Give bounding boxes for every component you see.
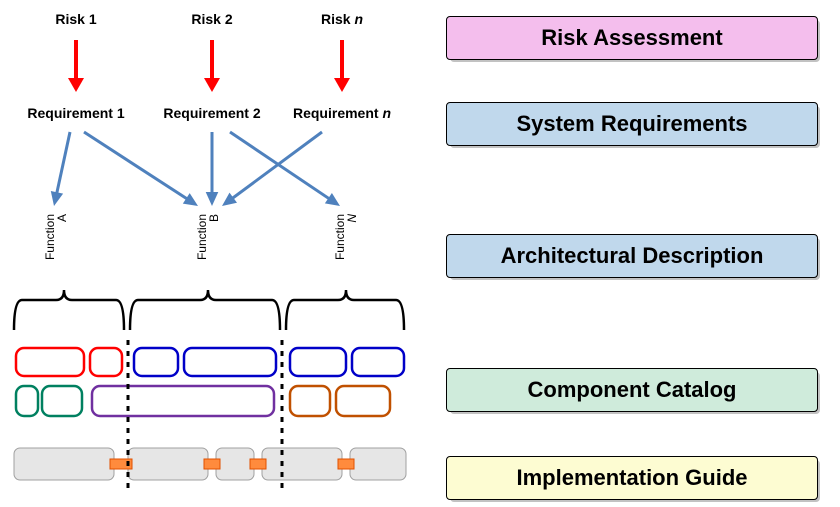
blue-arrow bbox=[230, 132, 333, 201]
guide-segment bbox=[350, 448, 406, 480]
diagram-label: Requirement 2 bbox=[163, 105, 260, 121]
guide-connector bbox=[338, 459, 354, 469]
component-box bbox=[290, 348, 346, 376]
red-arrow-head bbox=[204, 78, 220, 92]
blue-arrow-head bbox=[51, 191, 63, 206]
component-box bbox=[134, 348, 178, 376]
component-box bbox=[90, 348, 122, 376]
svg-text:FunctionA: FunctionA bbox=[43, 214, 69, 260]
red-arrow-head bbox=[334, 78, 350, 92]
blue-arrow-head bbox=[325, 193, 340, 206]
function-label: FunctionB bbox=[195, 214, 221, 260]
component-box bbox=[16, 386, 38, 416]
blue-arrow-head bbox=[206, 192, 219, 206]
component-box bbox=[92, 386, 274, 416]
svg-text:FunctionN: FunctionN bbox=[333, 214, 359, 260]
svg-text:FunctionB: FunctionB bbox=[195, 214, 221, 260]
diagram-label: Requirement n bbox=[293, 105, 391, 121]
component-box bbox=[290, 386, 330, 416]
curly-brace bbox=[130, 290, 280, 330]
function-label: FunctionA bbox=[43, 214, 69, 260]
guide-connector bbox=[204, 459, 220, 469]
guide-segment bbox=[262, 448, 342, 480]
function-label: FunctionN bbox=[333, 214, 359, 260]
red-arrow-head bbox=[68, 78, 84, 92]
component-box bbox=[352, 348, 404, 376]
curly-brace bbox=[14, 290, 124, 330]
blue-arrow bbox=[84, 132, 191, 201]
diagram-label: Requirement 1 bbox=[27, 105, 124, 121]
component-box bbox=[42, 386, 82, 416]
component-box bbox=[336, 386, 390, 416]
blue-arrow-head bbox=[183, 193, 198, 206]
component-box bbox=[16, 348, 84, 376]
guide-segment bbox=[128, 448, 208, 480]
diagram-label: Risk 2 bbox=[191, 11, 232, 27]
diagram-label: Risk 1 bbox=[55, 11, 96, 27]
blue-arrow-head bbox=[222, 193, 237, 206]
component-box bbox=[184, 348, 276, 376]
curly-brace bbox=[286, 290, 404, 330]
diagram-label: Risk n bbox=[321, 11, 363, 27]
guide-segment bbox=[216, 448, 254, 480]
guide-connector bbox=[250, 459, 266, 469]
blue-arrow bbox=[56, 132, 70, 198]
guide-segment bbox=[14, 448, 114, 480]
